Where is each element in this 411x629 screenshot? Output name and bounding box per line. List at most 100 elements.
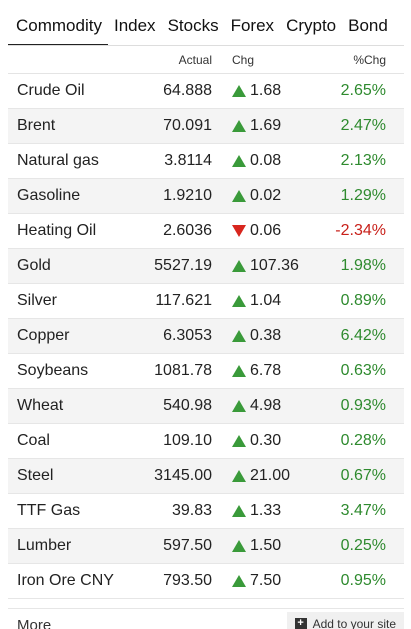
percent-change-value: 2.13% — [340, 152, 386, 169]
tab-commodity[interactable]: Commodity — [8, 16, 108, 46]
change-value: 4.98 — [250, 397, 282, 414]
table-row[interactable]: TTF Gas 39.83 1.33 3.47% — [8, 494, 404, 529]
change-value: 7.50 — [250, 572, 282, 589]
triangle-up-icon — [232, 330, 246, 342]
tab-index[interactable]: Index — [113, 16, 156, 35]
percent-change-value: 2.47% — [340, 117, 386, 134]
triangle-up-icon — [232, 540, 246, 552]
actual-value: 540.98 — [163, 397, 212, 414]
triangle-up-icon — [232, 505, 246, 517]
commodity-name[interactable]: Gasoline — [17, 187, 81, 204]
actual-value: 5527.19 — [154, 257, 212, 274]
triangle-up-icon — [232, 365, 246, 377]
tabs-divider — [8, 45, 404, 46]
table-row[interactable]: Gasoline 1.9210 0.02 1.29% — [8, 179, 404, 214]
tab-crypto[interactable]: Crypto — [286, 16, 337, 35]
commodity-name[interactable]: Coal — [17, 432, 50, 449]
table-row[interactable]: Crude Oil 64.888 1.68 2.65% — [8, 74, 404, 109]
triangle-down-icon — [232, 225, 246, 237]
table-header: Actual Chg %Chg — [8, 46, 404, 74]
commodity-name[interactable]: Natural gas — [17, 152, 99, 169]
commodity-name[interactable]: Iron Ore CNY — [17, 572, 114, 589]
table-row[interactable]: Gold 5527.19 107.36 1.98% — [8, 249, 404, 284]
change-value: 107.36 — [250, 257, 299, 274]
tab-forex[interactable]: Forex — [230, 16, 275, 35]
actual-value: 1.9210 — [163, 187, 212, 204]
change-cell: 21.00 — [212, 467, 306, 485]
header-actual: Actual — [178, 52, 212, 67]
table-row[interactable]: Heating Oil 2.6036 0.06 -2.34% — [8, 214, 404, 249]
actual-value: 3.8114 — [164, 152, 212, 169]
percent-change-value: -2.34% — [335, 222, 386, 239]
change-value: 0.30 — [250, 432, 282, 449]
actual-value: 3145.00 — [154, 467, 212, 484]
change-cell: 6.78 — [212, 362, 306, 380]
change-cell: 1.68 — [212, 82, 306, 100]
triangle-up-icon — [232, 400, 246, 412]
change-value: 1.33 — [250, 502, 282, 519]
add-to-site-button[interactable]: + Add to your site — [286, 611, 404, 629]
widget-footer: More + Add to your site — [8, 608, 404, 629]
change-cell: 0.30 — [212, 432, 306, 450]
commodity-name[interactable]: Crude Oil — [17, 82, 85, 99]
triangle-up-icon — [232, 155, 246, 167]
table-row[interactable]: Lumber 597.50 1.50 0.25% — [8, 529, 404, 564]
header-pct-chg: %Chg — [353, 52, 386, 67]
table-row[interactable]: Steel 3145.00 21.00 0.67% — [8, 459, 404, 494]
commodity-name[interactable]: Soybeans — [17, 362, 89, 379]
commodity-name[interactable]: Brent — [17, 117, 56, 134]
change-cell: 1.50 — [212, 537, 306, 555]
change-cell: 1.69 — [212, 117, 306, 135]
commodity-name[interactable]: Steel — [17, 467, 54, 484]
triangle-up-icon — [232, 575, 246, 587]
commodity-name[interactable]: TTF Gas — [17, 502, 81, 519]
table-row[interactable]: Silver 117.621 1.04 0.89% — [8, 284, 404, 319]
commodity-name[interactable]: Wheat — [17, 397, 64, 414]
commodity-name[interactable]: Silver — [17, 292, 58, 309]
percent-change-value: 2.65% — [340, 82, 386, 99]
change-value: 1.69 — [250, 117, 282, 134]
market-tabs: Commodity Index Stocks Forex Crypto Bond — [8, 0, 404, 46]
tab-stocks[interactable]: Stocks — [167, 16, 219, 35]
change-value: 21.00 — [250, 467, 291, 484]
change-cell: 4.98 — [212, 397, 306, 415]
change-value: 1.04 — [250, 292, 282, 309]
commodity-name[interactable]: Heating Oil — [17, 222, 97, 239]
actual-value: 64.888 — [163, 82, 212, 99]
percent-change-value: 6.42% — [340, 327, 386, 344]
actual-value: 2.6036 — [163, 222, 212, 239]
change-cell: 107.36 — [212, 257, 306, 275]
actual-value: 117.621 — [155, 292, 212, 309]
table-row[interactable]: Copper 6.3053 0.38 6.42% — [8, 319, 404, 354]
table-row[interactable]: Natural gas 3.8114 0.08 2.13% — [8, 144, 404, 179]
header-chg: Chg — [232, 52, 255, 67]
commodity-name[interactable]: Gold — [17, 257, 51, 274]
change-cell: 7.50 — [212, 572, 306, 590]
percent-change-value: 0.89% — [340, 292, 386, 309]
tab-bond[interactable]: Bond — [348, 16, 388, 35]
table-row[interactable]: Wheat 540.98 4.98 0.93% — [8, 389, 404, 424]
actual-value: 793.50 — [163, 572, 212, 589]
change-value: 1.50 — [250, 537, 282, 554]
change-value: 0.38 — [250, 327, 282, 344]
triangle-up-icon — [232, 260, 246, 272]
table-row[interactable]: Coal 109.10 0.30 0.28% — [8, 424, 404, 459]
change-cell: 0.06 — [212, 222, 306, 240]
percent-change-value: 0.67% — [340, 467, 386, 484]
table-row[interactable]: Iron Ore CNY 793.50 7.50 0.95% — [8, 564, 404, 599]
table-row[interactable]: Brent 70.091 1.69 2.47% — [8, 109, 404, 144]
commodity-name[interactable]: Copper — [17, 327, 70, 344]
triangle-up-icon — [232, 295, 246, 307]
actual-value: 39.83 — [171, 502, 212, 519]
table-row[interactable]: Soybeans 1081.78 6.78 0.63% — [8, 354, 404, 389]
change-cell: 1.33 — [212, 502, 306, 520]
percent-change-value: 0.93% — [340, 397, 386, 414]
more-link[interactable]: More — [17, 617, 52, 629]
percent-change-value: 1.98% — [340, 257, 386, 274]
change-value: 1.68 — [250, 82, 282, 99]
change-cell: 1.04 — [212, 292, 306, 310]
triangle-up-icon — [232, 85, 246, 97]
commodity-name[interactable]: Lumber — [17, 537, 72, 554]
change-cell: 0.08 — [212, 152, 306, 170]
percent-change-value: 1.29% — [340, 187, 386, 204]
